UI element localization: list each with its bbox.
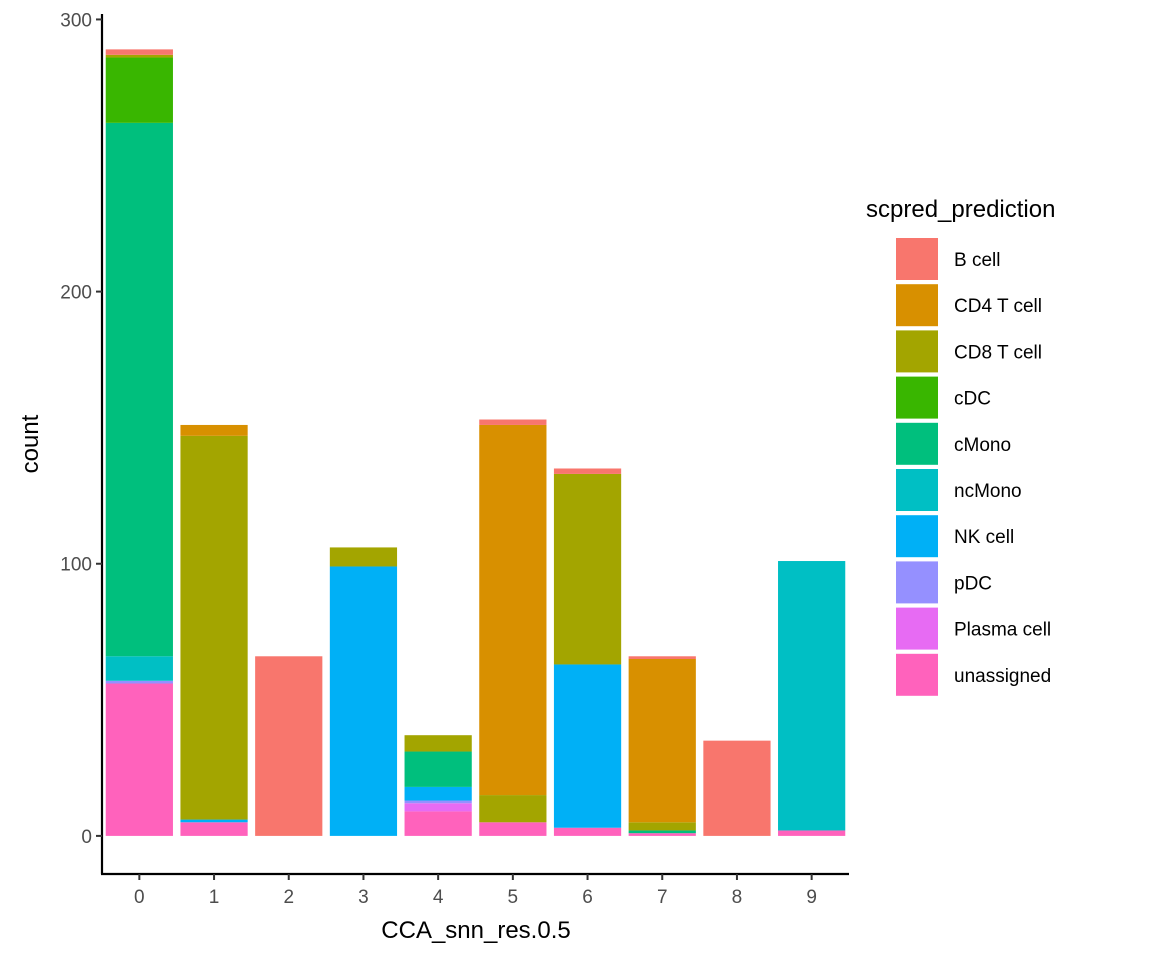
legend-label-ncmono: ncMono: [954, 481, 1022, 502]
y-tick-label-100: 100: [60, 555, 92, 576]
y-ticks: 0 100 200 300: [60, 10, 102, 848]
x-tick-label-1: 1: [209, 887, 220, 908]
bar-5-cd8-t-cell: [479, 795, 547, 823]
legend-key-nk-cell: [896, 515, 938, 558]
bar-7-unassigned: [628, 833, 696, 836]
bar-0-ncmono: [105, 656, 173, 681]
bar-0-cd8-t-cell: [105, 54, 173, 58]
bar-0-pdc: [105, 680, 173, 684]
bar-0-cmono: [105, 122, 173, 657]
bar-6-unassigned: [553, 827, 622, 836]
legend-label-unassigned: unassigned: [954, 666, 1051, 687]
bar-7-cd4-t-cell: [628, 659, 696, 823]
x-tick-label-8: 8: [732, 887, 743, 908]
legend-label-nk-cell: NK cell: [954, 527, 1014, 548]
bar-1-cd4-t-cell: [180, 424, 248, 436]
bar-3-cd8-t-cell: [329, 547, 398, 567]
bar-5-b-cell: [479, 419, 547, 425]
bars-layer: [105, 49, 846, 836]
legend-key-cd4-t-cell: [896, 284, 938, 327]
bar-1-cd8-t-cell: [180, 435, 248, 820]
bar-6-nk-cell: [553, 664, 622, 828]
bar-9-unassigned: [778, 830, 846, 836]
y-axis-title: count: [17, 414, 44, 473]
y-tick-label-200: 200: [60, 283, 92, 304]
legend-key-cdc: [896, 376, 938, 419]
axes-layer: [100, 14, 849, 876]
x-tick-label-9: 9: [806, 887, 817, 908]
y-tick-label-0: 0: [81, 827, 92, 848]
bar-4-pdc: [404, 800, 472, 804]
legend-label-cmono: cMono: [954, 435, 1011, 456]
bar-7-cmono: [628, 830, 696, 834]
legend-label-cdc: cDC: [954, 389, 991, 410]
legend-key-pdc: [896, 561, 938, 604]
legend-key-unassigned: [896, 653, 938, 696]
legend-key-plasma-cell: [896, 607, 938, 650]
x-tick-label-7: 7: [657, 887, 668, 908]
bar-1-nk-cell: [180, 819, 248, 823]
legend-label-cd4-t-cell: CD4 T cell: [954, 296, 1042, 317]
legend-label-plasma-cell: Plasma cell: [954, 620, 1051, 641]
bar-5-unassigned: [479, 822, 547, 836]
bar-6-cd8-t-cell: [553, 473, 622, 665]
bar-2-b-cell: [255, 656, 323, 836]
bar-4-plasma-cell: [404, 803, 472, 812]
x-axis-title: CCA_snn_res.0.5: [381, 917, 570, 944]
legend-title: scpred_prediction: [866, 196, 1055, 223]
bar-6-b-cell: [553, 468, 622, 474]
bar-0-b-cell: [105, 49, 173, 55]
legend-label-pdc: pDC: [954, 573, 992, 594]
bar-0-unassigned: [105, 683, 173, 836]
x-tick-label-2: 2: [283, 887, 294, 908]
legend-key-ncmono: [896, 469, 938, 511]
bar-8-b-cell: [703, 740, 771, 836]
bar-0-cdc: [105, 57, 173, 123]
y-tick-label-300: 300: [60, 10, 92, 31]
bar-1-unassigned: [180, 822, 248, 836]
x-ticks: 0 1 2 3 4 5 6 7 8 9: [134, 874, 817, 908]
bar-4-cmono: [404, 751, 472, 787]
bar-5-cd4-t-cell: [479, 424, 547, 796]
bar-4-unassigned: [404, 811, 472, 836]
legend-label-cd8-t-cell: CD8 T cell: [954, 342, 1042, 363]
bar-3-nk-cell: [329, 566, 398, 836]
legend-key-b-cell: [896, 238, 938, 280]
x-tick-label-6: 6: [582, 887, 593, 908]
bar-4-nk-cell: [404, 786, 472, 801]
legend: scpred_prediction B cell CD4 T cell CD8 T …: [866, 196, 1055, 696]
x-tick-label-5: 5: [508, 887, 519, 908]
legend-items: B cell CD4 T cell CD8 T cell cDC cMono ncMono…: [896, 238, 1051, 696]
bar-7-b-cell: [628, 656, 696, 659]
x-tick-label-4: 4: [433, 887, 444, 908]
legend-key-cd8-t-cell: [896, 330, 938, 373]
x-tick-label-0: 0: [134, 887, 145, 908]
bar-7-cd8-t-cell: [628, 822, 696, 831]
x-tick-label-3: 3: [358, 887, 369, 908]
bar-4-cd8-t-cell: [404, 735, 472, 752]
bar-9-ncmono: [778, 561, 846, 831]
legend-label-b-cell: B cell: [954, 250, 1000, 271]
legend-key-cmono: [896, 422, 938, 465]
